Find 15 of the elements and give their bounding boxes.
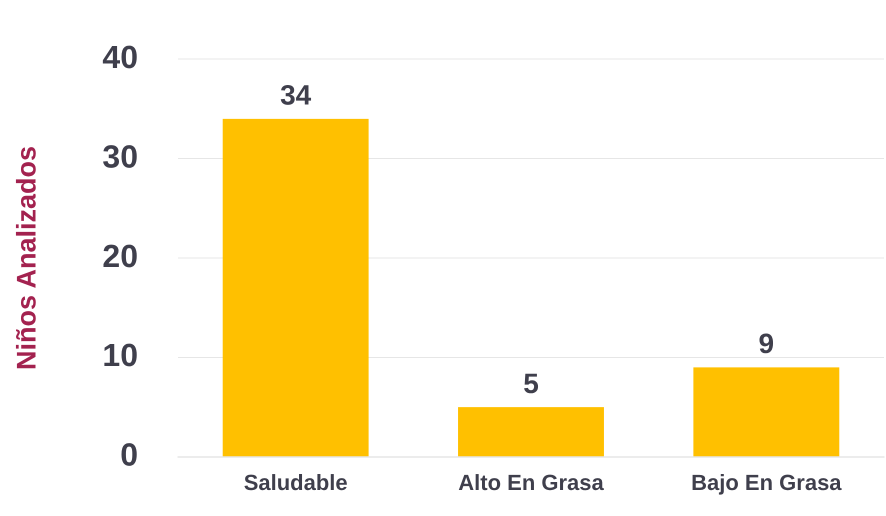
x-tick-label: Bajo En Grasa [691,470,842,496]
data-label: 5 [523,368,539,399]
x-tick-label: Alto En Grasa [458,470,604,496]
y-tick-label: 0 [120,436,138,473]
x-tick-label: Saludable [244,470,348,496]
bar [222,118,369,456]
data-label: 34 [280,80,312,111]
y-tick-label: 40 [102,39,138,76]
data-label: 9 [758,328,774,360]
y-tick-label: 10 [102,337,138,374]
y-axis-title: Niños Analizados [12,146,42,370]
bar [458,407,604,456]
y-tick-label: 20 [102,238,138,274]
y-tick-label: 30 [102,138,138,174]
bar [693,367,840,456]
